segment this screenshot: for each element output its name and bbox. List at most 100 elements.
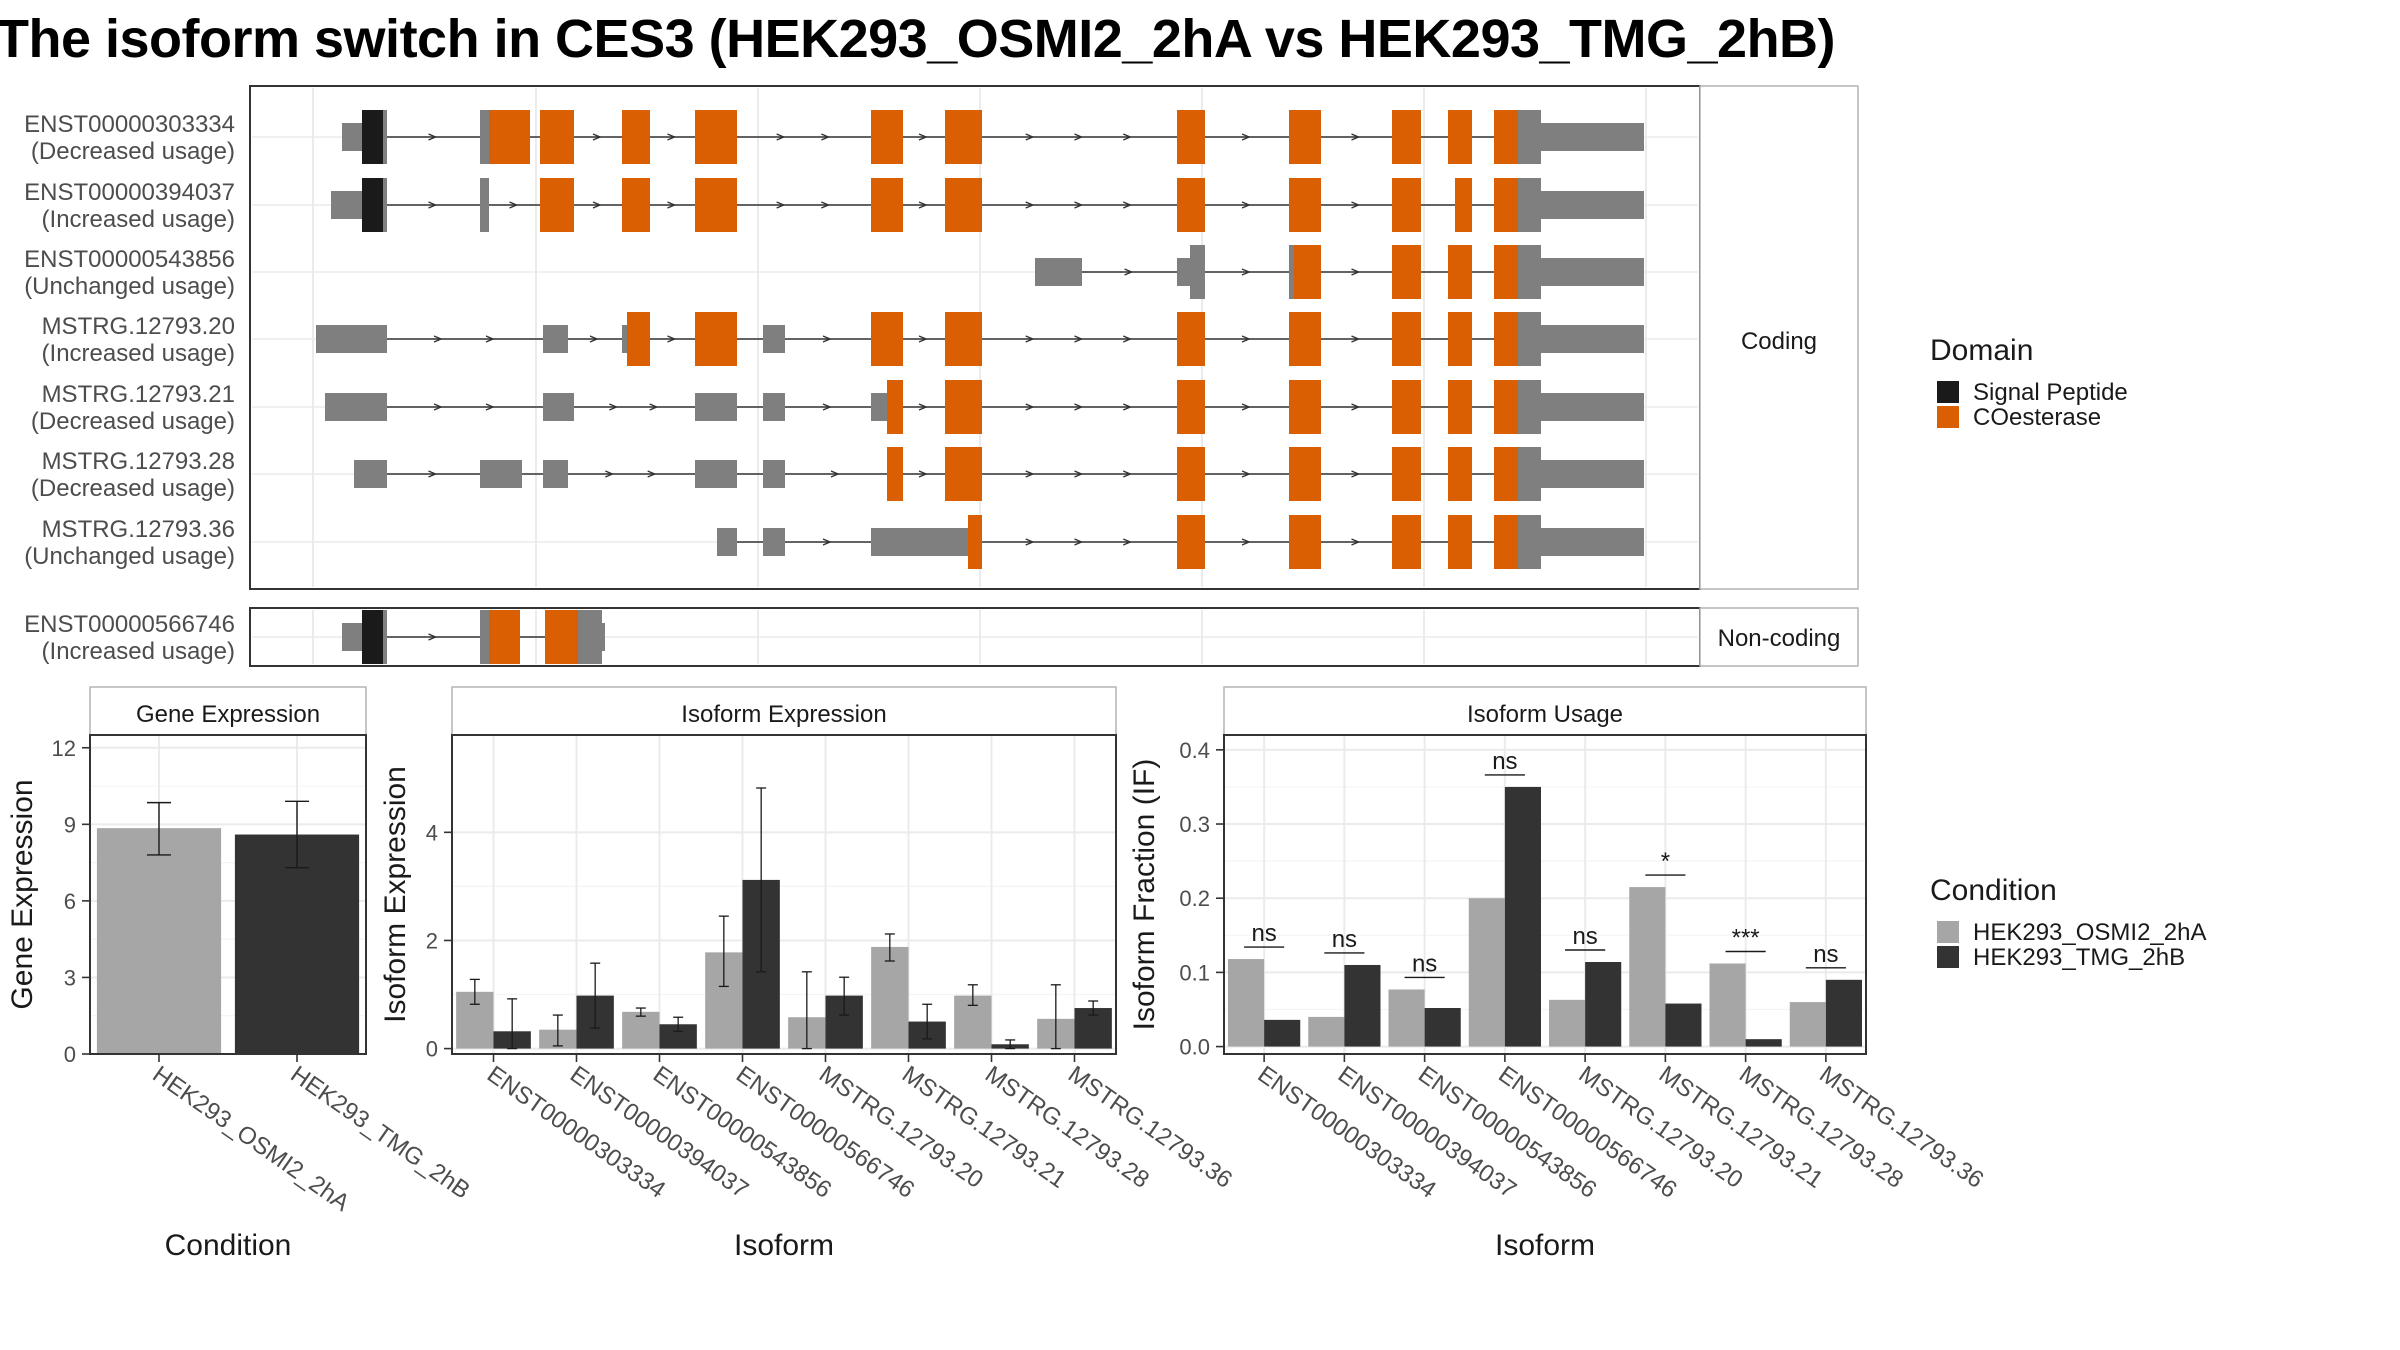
- coesterase-exon: [1448, 515, 1472, 569]
- coesterase-exon: [1177, 110, 1205, 164]
- coesterase-exon: [1392, 312, 1421, 366]
- bar: [1504, 786, 1541, 1047]
- bar: [871, 946, 909, 1049]
- coesterase-exon: [887, 380, 903, 434]
- noncoding-exon-segment: [1289, 245, 1294, 299]
- y-axis-label: Isoform Fraction (IF): [1128, 759, 1161, 1031]
- transcript-usage-label: (Decreased usage): [31, 475, 235, 502]
- intron-arrow: [428, 470, 438, 478]
- intron-arrow: [1025, 538, 1035, 546]
- intron-arrow: [428, 201, 438, 209]
- coesterase-exon: [1289, 380, 1321, 434]
- transcript-structure-panel: CodingNon-codingENST00000303334(Decrease…: [24, 85, 1859, 667]
- noncoding-exon-segment: [480, 178, 489, 232]
- utr-exon: [695, 460, 737, 488]
- coesterase-exon: [1289, 515, 1321, 569]
- noncoding-exon-segment: [383, 610, 387, 664]
- utr-exon: [325, 393, 387, 421]
- transcript-id-label: ENST00000566746: [24, 611, 235, 638]
- bar: [1789, 1002, 1826, 1047]
- coding-strip-label: Coding: [1741, 328, 1817, 355]
- intron-arrow: [485, 335, 495, 343]
- significance-label: ns: [1412, 950, 1437, 977]
- intron-arrow: [1351, 268, 1361, 276]
- noncoding-exon-segment: [383, 110, 387, 164]
- utr-exon: [763, 393, 785, 421]
- coesterase-exon: [1177, 447, 1205, 501]
- bar: [1709, 963, 1746, 1047]
- coesterase-exon: [1177, 178, 1205, 232]
- utr-exon: [543, 393, 574, 421]
- intron-arrow: [609, 403, 619, 411]
- y-tick-label: 0.3: [1179, 812, 1210, 837]
- utr-exon: [543, 460, 568, 488]
- intron-arrow: [428, 633, 438, 641]
- coesterase-exon: [1289, 447, 1321, 501]
- intron-arrow: [428, 133, 438, 141]
- transcript-id-label: ENST00000303334: [24, 111, 235, 138]
- noncoding-exon-segment: [1518, 515, 1541, 569]
- y-tick-label: 4: [426, 820, 438, 845]
- coesterase-exon: [945, 110, 982, 164]
- significance-label: ns: [1332, 926, 1357, 953]
- intron-arrow: [509, 201, 519, 209]
- intron-arrow: [1241, 470, 1251, 478]
- coesterase-exon: [1448, 110, 1472, 164]
- intron-arrow: [1122, 538, 1133, 546]
- coesterase-exon: [545, 610, 578, 664]
- utr-exon: [871, 393, 887, 421]
- transcript-usage-label: (Increased usage): [42, 638, 235, 665]
- y-tick-label: 6: [64, 889, 76, 914]
- transcript-usage-label: (Decreased usage): [31, 138, 235, 165]
- y-tick-label: 9: [64, 812, 76, 837]
- transcript-model: [1035, 245, 1644, 299]
- bar: [1424, 1008, 1461, 1047]
- coesterase-exon: [1289, 110, 1321, 164]
- intron-arrow: [1074, 538, 1084, 546]
- noncoding-exon-segment: [1518, 312, 1541, 366]
- legend-swatch: [1937, 921, 1959, 943]
- utr-exon: [1035, 258, 1082, 286]
- coesterase-exon: [695, 178, 737, 232]
- intron-arrow: [1074, 335, 1084, 343]
- bar: [1264, 1019, 1301, 1047]
- bar: [234, 834, 360, 1054]
- transcript-id-label: MSTRG.12793.36: [42, 516, 235, 543]
- intron-arrow: [1241, 133, 1251, 141]
- transcript-model: [342, 110, 1644, 164]
- y-tick-label: 0.2: [1179, 886, 1210, 911]
- intron-arrow: [1025, 470, 1035, 478]
- intron-arrow: [1241, 335, 1251, 343]
- utr-exon: [1541, 393, 1644, 421]
- x-axis-label: Isoform: [1495, 1229, 1595, 1262]
- transcript-usage-label: (Unchanged usage): [24, 273, 235, 300]
- coesterase-exon: [1455, 178, 1472, 232]
- intron-arrow: [647, 470, 657, 478]
- y-tick-label: 12: [52, 736, 76, 761]
- coesterase-exon: [489, 610, 520, 664]
- transcript-usage-label: (Increased usage): [42, 206, 235, 233]
- coesterase-exon: [1177, 515, 1205, 569]
- signal-peptide-exon: [362, 178, 383, 232]
- coesterase-exon: [945, 447, 982, 501]
- significance-label: ns: [1572, 923, 1597, 950]
- intron-arrow: [605, 470, 615, 478]
- panel-title: Isoform Usage: [1467, 701, 1623, 728]
- intron-arrow: [1351, 201, 1361, 209]
- bar: [96, 828, 222, 1054]
- noncoding-exon-segment: [1518, 245, 1541, 299]
- coesterase-exon: [540, 178, 574, 232]
- transcript-id-label: ENST00000394037: [24, 179, 235, 206]
- intron-arrow: [1074, 201, 1084, 209]
- utr-exon: [331, 191, 362, 219]
- bar: [1745, 1039, 1782, 1047]
- y-tick-label: 0.0: [1179, 1035, 1210, 1060]
- transcript-model: [325, 380, 1644, 434]
- coesterase-exon: [1289, 178, 1321, 232]
- utr-exon: [1541, 191, 1644, 219]
- utr-exon: [695, 393, 737, 421]
- intron-arrow: [485, 403, 495, 411]
